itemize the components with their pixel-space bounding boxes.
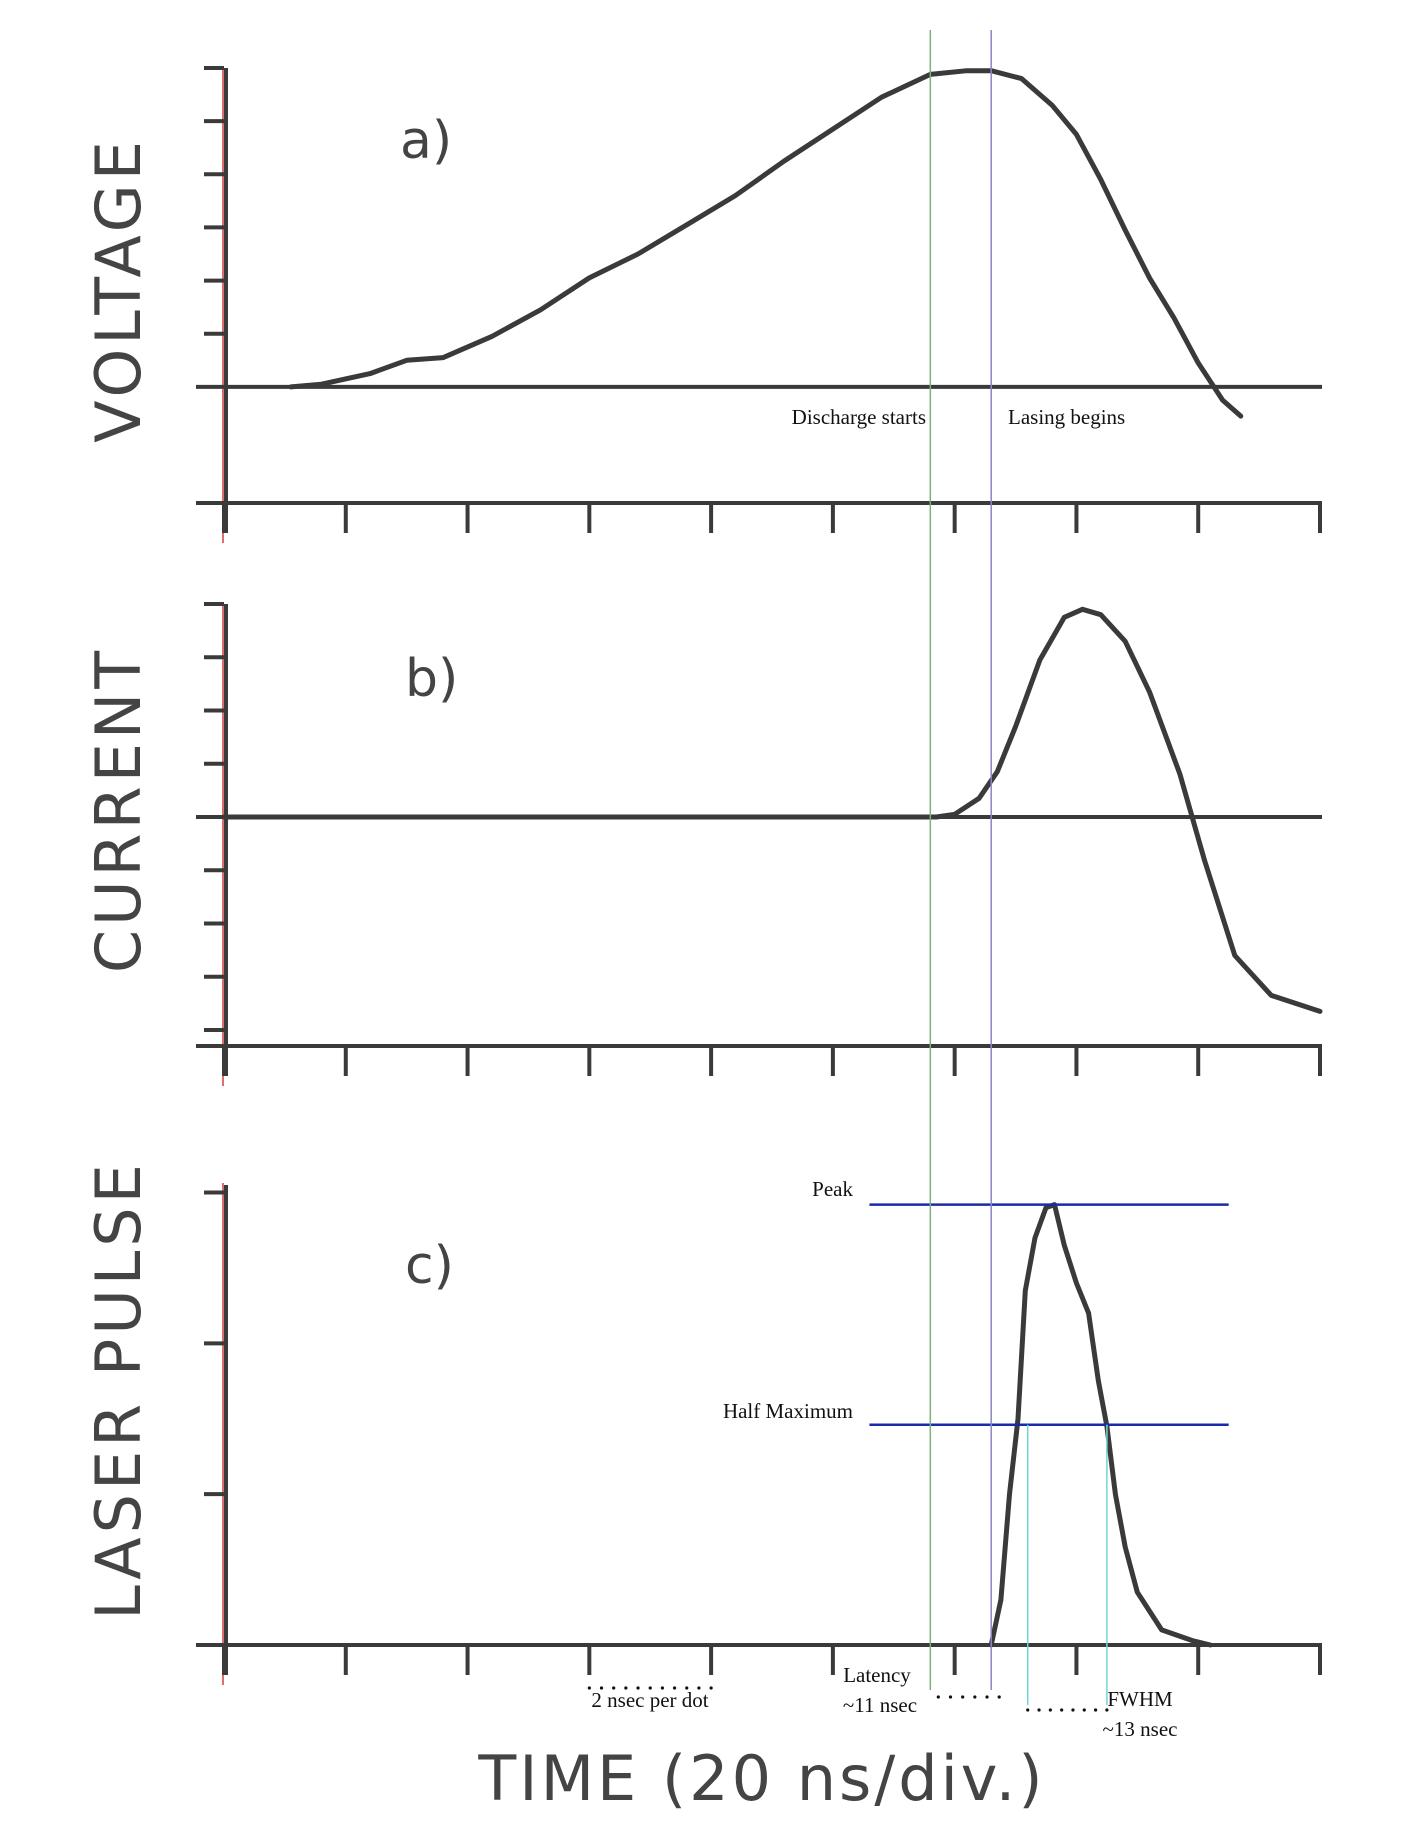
panel-c-label: c): [405, 1236, 454, 1296]
series-line: [221, 606, 1323, 1014]
scale-dot: [648, 1686, 652, 1690]
panel-b: [196, 602, 1323, 1086]
annotation-discharge-starts: Discharge starts: [792, 405, 926, 429]
annotation-latency: Latency: [843, 1663, 911, 1687]
latency-dot: [973, 1695, 977, 1699]
level-label-peak: Peak: [812, 1177, 853, 1201]
level-label-half-maximum: Half Maximum: [723, 1399, 853, 1423]
scale-dot: [672, 1686, 677, 1690]
panel-b-label: b): [405, 649, 458, 709]
fwhm-dot: [1060, 1708, 1064, 1712]
fwhm-dot: [1105, 1708, 1109, 1712]
panel-a: [196, 66, 1322, 543]
panel-c: [196, 1183, 1322, 1712]
latency-dot: [948, 1695, 953, 1699]
x-axis-label: TIME (20 ns/div.): [477, 1742, 1045, 1815]
fwhm-dot: [1026, 1708, 1030, 1712]
latency-dot: [961, 1695, 965, 1699]
scale-dot: [685, 1686, 689, 1690]
annotation-lasing-begins: Lasing begins: [1008, 405, 1125, 429]
scale-dot: [612, 1686, 616, 1690]
scale-dot: [599, 1686, 604, 1690]
annotation-dot-scale: 2 nsec per dot: [591, 1688, 708, 1712]
y-axis-label-current: CURRENT: [82, 647, 155, 973]
scale-dot: [587, 1686, 591, 1690]
y-axis-label-voltage: VOLTAGE: [82, 137, 155, 443]
y-axis-label-laser-pulse: LASER PULSE: [82, 1160, 155, 1620]
scale-dot: [636, 1686, 640, 1690]
fwhm-dot: [1048, 1708, 1052, 1712]
series-line: [988, 1202, 1213, 1648]
fwhm-dot: [1082, 1708, 1086, 1712]
fwhm-dot: [1071, 1708, 1075, 1712]
latency-dot: [997, 1695, 1001, 1699]
panel-a-label: a): [400, 111, 452, 171]
vertical-marker-lines: [929, 30, 992, 1690]
series-line: [288, 68, 1244, 419]
fwhm-dot: [1093, 1708, 1098, 1712]
scale-dot: [709, 1686, 713, 1690]
scale-dot: [624, 1686, 628, 1690]
latency-dot: [985, 1695, 989, 1699]
fwhm-dot: [1037, 1708, 1041, 1712]
annotation-fwhm: FWHM: [1107, 1687, 1173, 1711]
scale-dot: [660, 1686, 665, 1690]
annotation-latency-value: ~11 nsec: [843, 1693, 917, 1717]
annotation-fwhm-value: ~13 nsec: [1103, 1717, 1178, 1741]
latency-dot: [936, 1695, 940, 1699]
scale-dot: [697, 1686, 701, 1690]
